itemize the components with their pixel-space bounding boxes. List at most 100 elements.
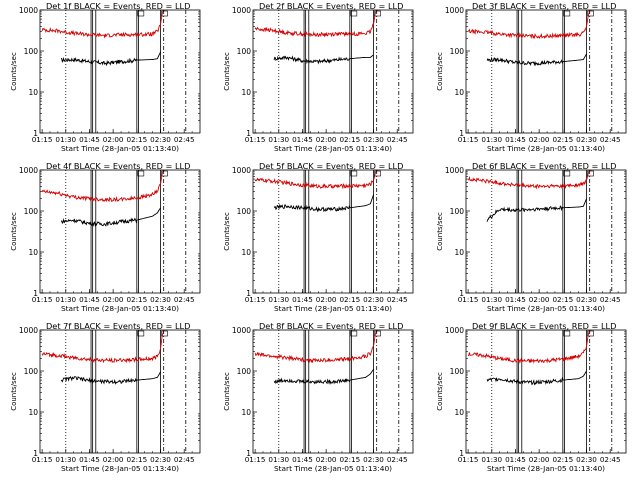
x-tick-label: 01:15 (32, 135, 53, 144)
plot-frame (39, 169, 201, 294)
y-tick-label: 1 (246, 289, 251, 298)
y-axis-label: Counts/sec (223, 52, 231, 91)
y-tick-label: 10 (28, 408, 38, 417)
y-tick-label: 1000 (232, 166, 251, 175)
x-tick-label: 02:15 (339, 135, 360, 144)
x-tick-label: 02:45 (600, 135, 621, 144)
x-tick-label: 01:30 (55, 455, 76, 464)
x-tick-label: 02:15 (339, 455, 360, 464)
x-tick-label: 01:45 (292, 455, 313, 464)
x-tick-label: 02:15 (339, 295, 360, 304)
x-tick-label: 02:30 (363, 135, 384, 144)
y-axis-label: Counts/sec (436, 52, 444, 91)
x-tick-label: 01:45 (79, 135, 100, 144)
x-tick-label: 01:15 (245, 455, 266, 464)
x-axis-label: Start Time (28-Jan-05 01:13:40) (487, 304, 605, 313)
y-axis-label: Counts/sec (10, 212, 18, 251)
detector-chart-9: Det 9f BLACK = Events, RED = LLD 1 10 100 10… (436, 321, 627, 473)
detector-panel-6: Det 6f BLACK = Events, RED = LLD 1 10 100 10… (426, 160, 639, 320)
x-tick-label: 01:30 (268, 295, 289, 304)
chart-title: Det 6f BLACK = Events, RED = LLD (472, 161, 616, 171)
y-tick-label: 100 (24, 207, 39, 216)
x-tick-label: 02:15 (552, 295, 573, 304)
x-tick-label: 02:00 (316, 135, 337, 144)
series-line-events (486, 370, 587, 386)
y-tick-label: 1000 (232, 6, 251, 15)
series-line-lld (254, 10, 379, 38)
series-line-events (60, 207, 161, 227)
x-tick-label: 02:45 (387, 295, 408, 304)
x-axis-label: Start Time (28-Jan-05 01:13:40) (487, 464, 605, 473)
series-line-lld (41, 170, 166, 203)
flag-box (563, 330, 571, 337)
x-tick-label: 02:15 (552, 455, 573, 464)
detector-chart-6: Det 6f BLACK = Events, RED = LLD 1 10 100 10… (436, 161, 627, 313)
x-tick-label: 01:30 (55, 295, 76, 304)
x-tick-label: 02:00 (316, 455, 337, 464)
y-tick-label: 1000 (445, 166, 464, 175)
chart-title: Det 3f BLACK = Events, RED = LLD (472, 1, 616, 11)
plot-frame (252, 329, 414, 454)
y-tick-label: 10 (454, 248, 464, 257)
y-tick-label: 1000 (19, 6, 38, 15)
x-tick-label: 01:30 (268, 455, 289, 464)
y-tick-label: 100 (450, 367, 465, 376)
x-tick-label: 01:45 (79, 455, 100, 464)
y-axis-label: Counts/sec (223, 212, 231, 251)
x-tick-label: 02:30 (576, 295, 597, 304)
plot-frame (252, 9, 414, 134)
plot-frame (252, 169, 414, 294)
x-tick-label: 02:30 (150, 455, 171, 464)
series-line-lld (41, 10, 166, 39)
flag-box (137, 10, 145, 17)
chart-title: Det 4f BLACK = Events, RED = LLD (46, 161, 190, 171)
flag-box (563, 170, 571, 177)
x-tick-label: 02:45 (600, 455, 621, 464)
y-tick-label: 100 (237, 367, 252, 376)
y-tick-label: 1000 (232, 326, 251, 335)
x-axis-label: Start Time (28-Jan-05 01:13:40) (61, 304, 179, 313)
detector-chart-5: Det 5f BLACK = Events, RED = LLD 1 10 100 10… (223, 161, 414, 313)
plot-frame (39, 9, 201, 134)
y-tick-label: 1 (459, 129, 464, 138)
series-line-lld (468, 330, 592, 364)
series-line-lld (467, 10, 592, 40)
x-tick-label: 02:15 (552, 135, 573, 144)
x-tick-label: 02:30 (576, 455, 597, 464)
y-tick-label: 10 (28, 88, 38, 97)
series-line-lld (41, 330, 166, 364)
x-tick-label: 01:45 (79, 295, 100, 304)
detector-chart-8: Det 8f BLACK = Events, RED = LLD 1 10 100 10… (223, 321, 414, 473)
x-tick-label: 02:00 (529, 135, 550, 144)
flag-box (350, 330, 358, 337)
x-tick-label: 02:00 (529, 455, 550, 464)
x-tick-label: 02:15 (126, 135, 147, 144)
x-axis-label: Start Time (28-Jan-05 01:13:40) (61, 144, 179, 153)
flag-box (161, 330, 168, 337)
y-tick-label: 100 (237, 47, 252, 56)
x-tick-label: 02:45 (174, 135, 195, 144)
series-line-events (486, 198, 587, 222)
flag-box (137, 330, 145, 337)
x-tick-label: 01:45 (505, 455, 526, 464)
x-tick-label: 02:15 (126, 295, 147, 304)
x-tick-label: 01:45 (505, 295, 526, 304)
x-tick-label: 01:15 (245, 135, 266, 144)
series-line-events (273, 54, 374, 65)
detector-panel-3: Det 3f BLACK = Events, RED = LLD 1 10 100 10… (426, 0, 639, 160)
x-tick-label: 02:30 (363, 455, 384, 464)
x-tick-label: 02:30 (150, 135, 171, 144)
y-axis-label: Counts/sec (223, 372, 231, 411)
detector-chart-3: Det 3f BLACK = Events, RED = LLD 1 10 100 10… (436, 1, 627, 153)
detector-chart-4: Det 4f BLACK = Events, RED = LLD 1 10 100 10… (10, 161, 201, 313)
x-tick-label: 02:45 (600, 295, 621, 304)
y-tick-label: 10 (454, 408, 464, 417)
y-tick-label: 1 (33, 449, 38, 458)
flag-box (587, 330, 594, 337)
flag-box (374, 10, 381, 17)
flag-box (374, 170, 381, 177)
chart-title: Det 9f BLACK = Events, RED = LLD (472, 321, 616, 331)
chart-title: Det 1f BLACK = Events, RED = LLD (46, 1, 190, 11)
x-tick-label: 02:45 (174, 295, 195, 304)
x-tick-label: 01:15 (245, 295, 266, 304)
